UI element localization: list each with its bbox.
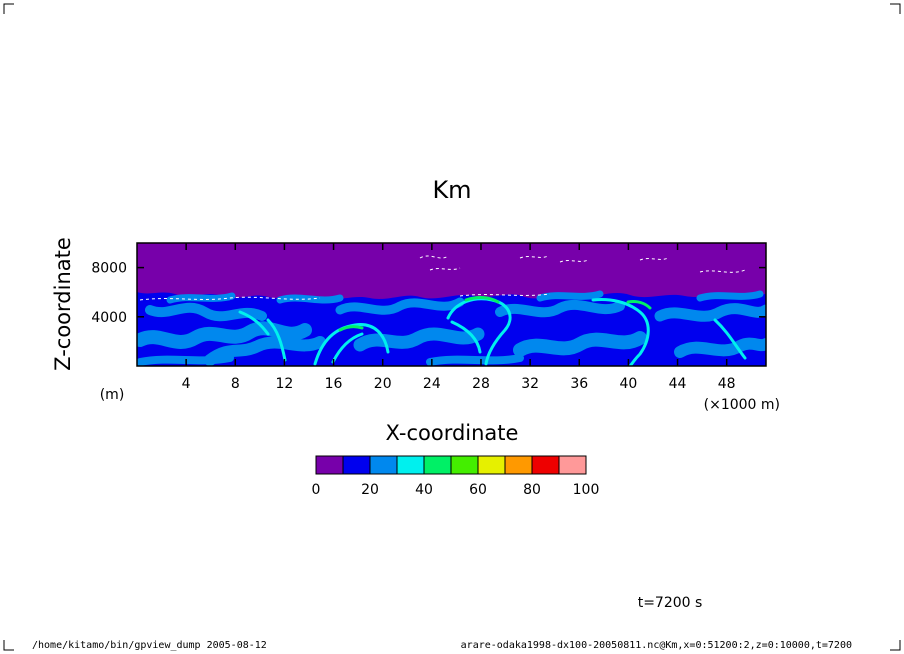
- colorbar-label: 40: [415, 482, 433, 498]
- x-tick-label: 4: [182, 376, 191, 392]
- corner-marks: [3, 3, 901, 651]
- colorbar-label: 80: [523, 482, 541, 498]
- colorbar-swatch: [531, 455, 560, 475]
- x-tick-label: 32: [521, 376, 539, 392]
- time-label: t=7200 s: [638, 595, 703, 611]
- y-tick-label: 4000: [91, 310, 127, 326]
- x-axis-unit: (×1000 m): [704, 397, 780, 413]
- field-band-40-60: [338, 296, 652, 332]
- x-tick-label: 8: [231, 376, 240, 392]
- field-band-30-40: [238, 297, 747, 366]
- chart-title: Km: [432, 176, 471, 204]
- colorbar: 0 20 40 60 80 100: [312, 455, 600, 498]
- colorbar-swatch: [477, 455, 506, 475]
- field-band-20-30: [137, 290, 766, 366]
- footer-right: arare-odaka1998-dx100-20050811.nc@Km,x=0…: [460, 640, 852, 651]
- x-tick-label: 12: [276, 376, 294, 392]
- y-axis-unit: (m): [100, 387, 125, 403]
- x-axis: 4 8 12 16 20 24 28 32 36 40 44 48: [182, 243, 736, 392]
- x-tick-label: 24: [423, 376, 441, 392]
- colorbar-swatch: [450, 455, 479, 475]
- x-tick-label: 44: [669, 376, 687, 392]
- x-tick-label: 20: [374, 376, 392, 392]
- x-tick-label: 16: [325, 376, 343, 392]
- colorbar-label: 0: [312, 482, 321, 498]
- x-tick-label: 28: [472, 376, 490, 392]
- colorbar-label: 100: [573, 482, 600, 498]
- y-tick-label: 8000: [91, 261, 127, 277]
- footer-left: /home/kitamo/bin/gpview_dump 2005-08-12: [32, 640, 267, 651]
- x-tick-label: 48: [718, 376, 736, 392]
- y-axis: 4000 8000: [91, 261, 766, 326]
- x-tick-label: 36: [570, 376, 588, 392]
- plot-frame: [136, 242, 767, 367]
- x-tick-label: 40: [619, 376, 637, 392]
- colorbar-label: 20: [361, 482, 379, 498]
- colorbar-swatch: [315, 455, 344, 475]
- x-axis-label: X-coordinate: [386, 421, 519, 445]
- colorbar-swatch: [342, 455, 371, 475]
- heatmap-field: [137, 243, 766, 366]
- colorbar-swatch: [369, 455, 398, 475]
- colorbar-label: 60: [469, 482, 487, 498]
- field-contours: [139, 255, 746, 301]
- y-axis-label: Z-coordinate: [51, 237, 75, 371]
- colorbar-swatch: [423, 455, 452, 475]
- colorbar-swatch: [396, 455, 425, 475]
- colorbar-swatch: [504, 455, 533, 475]
- colorbar-swatch: [558, 455, 587, 475]
